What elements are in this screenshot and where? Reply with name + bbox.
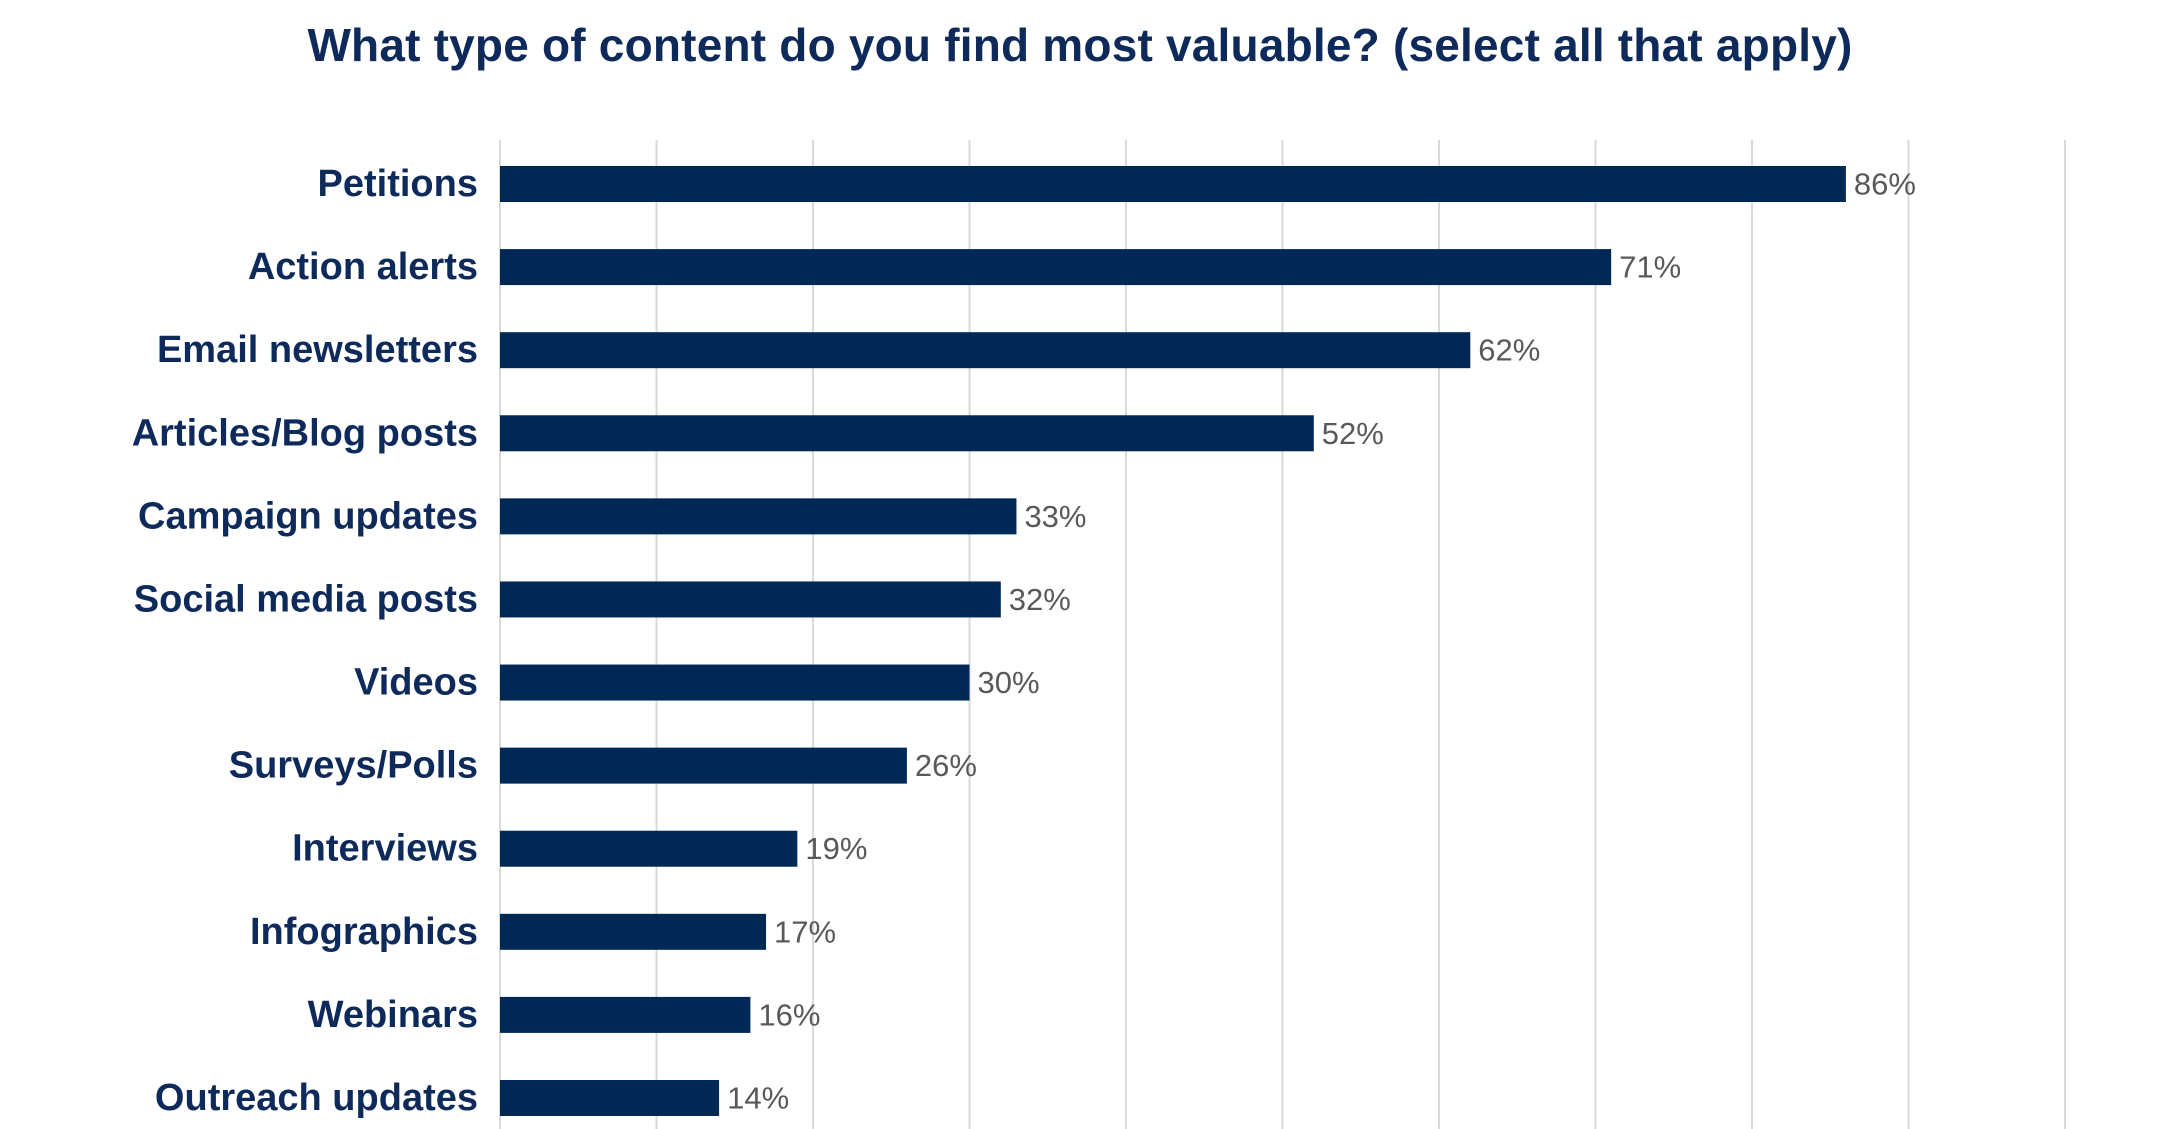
value-label: 16% bbox=[758, 997, 820, 1032]
value-label: 62% bbox=[1478, 333, 1540, 368]
category-label: Outreach updates bbox=[155, 1077, 478, 1119]
bar bbox=[500, 249, 1612, 286]
bar bbox=[500, 664, 970, 701]
gridlines bbox=[499, 140, 2066, 1129]
value-labels: 86% 71% 62% 52% 33% 32% 30% 26% 19% 17% 16% 14% bbox=[727, 167, 1916, 1116]
category-label: Petitions bbox=[318, 163, 478, 205]
category-label: Campaign updates bbox=[138, 495, 478, 537]
category-label: Articles/Blog posts bbox=[132, 412, 478, 454]
value-label: 26% bbox=[915, 748, 977, 783]
value-label: 14% bbox=[727, 1081, 789, 1116]
value-label: 86% bbox=[1854, 167, 1916, 202]
value-label: 71% bbox=[1619, 250, 1681, 285]
category-label: Social media posts bbox=[134, 578, 478, 620]
category-label: Infographics bbox=[250, 911, 478, 953]
bars bbox=[500, 166, 1846, 1116]
chart-title: What type of content do you find most va… bbox=[307, 19, 1853, 71]
bar bbox=[500, 581, 1001, 618]
value-label: 17% bbox=[774, 914, 836, 949]
value-label: 52% bbox=[1322, 416, 1384, 451]
value-label: 19% bbox=[805, 831, 867, 866]
value-label: 33% bbox=[1024, 499, 1086, 534]
bar bbox=[500, 166, 1846, 202]
category-label: Action alerts bbox=[248, 246, 478, 288]
bar bbox=[500, 332, 1471, 369]
bar bbox=[500, 996, 751, 1033]
bar bbox=[500, 913, 767, 950]
value-label: 30% bbox=[978, 665, 1040, 700]
category-label: Interviews bbox=[292, 828, 478, 870]
category-label: Email newsletters bbox=[157, 329, 478, 371]
bar bbox=[500, 415, 1314, 452]
value-label: 32% bbox=[1009, 582, 1071, 617]
category-label: Webinars bbox=[308, 994, 478, 1036]
bar bbox=[500, 1080, 720, 1116]
bar bbox=[500, 747, 907, 784]
category-labels: Petitions Action alerts Email newsletters A… bbox=[132, 163, 478, 1119]
category-label: Surveys/Polls bbox=[229, 745, 478, 787]
bar bbox=[500, 498, 1017, 535]
bar bbox=[500, 830, 798, 867]
category-label: Videos bbox=[354, 662, 478, 704]
